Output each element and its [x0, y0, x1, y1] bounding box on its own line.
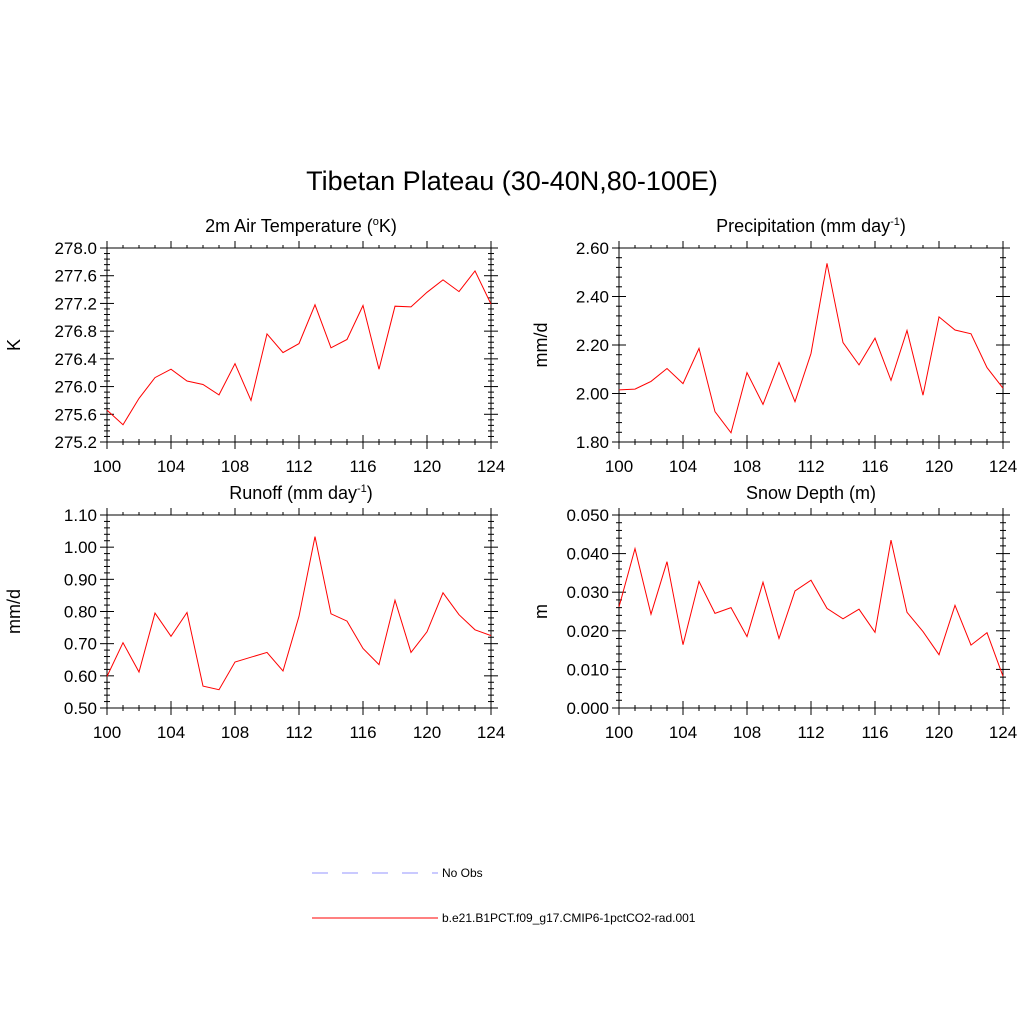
- panel-title-text: Snow Depth (m): [745, 483, 877, 503]
- x-tick-label: 120: [413, 457, 441, 476]
- y-tick-label: 276.0: [54, 378, 97, 397]
- y-tick-label: 0.50: [64, 699, 97, 718]
- x-tick-label: 112: [285, 723, 312, 742]
- panel-0: 100 104 108 112 116 120 124 275.2 275.6 276.0 276.…: [4, 239, 505, 476]
- panel-title-superscript: o: [372, 216, 379, 228]
- x-tick-label: 104: [669, 723, 697, 742]
- series-line: [106, 536, 492, 691]
- y-tick-label: 277.2: [54, 294, 97, 313]
- x-tick-label: 100: [93, 457, 121, 476]
- x-tick-label: 112: [797, 723, 824, 742]
- panel-3: 100 104 108 112 116 120 124 0.000 0.010 0.020 0.03…: [531, 506, 1017, 742]
- y-tick-label: 0.90: [64, 570, 97, 589]
- panel-1: 100 104 108 112 116 120 124 1.80 2.00 2.20 2.40 2.6…: [531, 239, 1017, 476]
- x-tick-label: 124: [477, 723, 505, 742]
- x-tick-label: 100: [93, 723, 121, 742]
- y-axis-label: K: [4, 339, 24, 351]
- x-tick-label: 112: [797, 457, 824, 476]
- x-tick-label: 108: [221, 723, 249, 742]
- x-tick-label: 120: [925, 457, 953, 476]
- y-axis-label: mm/d: [4, 589, 24, 634]
- panel-title-tail: K): [378, 216, 397, 236]
- x-tick-label: 100: [605, 457, 633, 476]
- panel-title-text: Runoff (mm day: [229, 483, 357, 503]
- x-tick-label: 100: [605, 723, 633, 742]
- panel-title-tail: ): [366, 483, 373, 503]
- panel-2: 100 104 108 112 116 120 124 0.50 0.60 0.70 0.80 0.9…: [4, 506, 505, 742]
- y-tick-label: 276.8: [54, 322, 97, 341]
- x-tick-label: 108: [733, 723, 761, 742]
- x-tick-label: 116: [349, 457, 376, 476]
- y-tick-label: 0.60: [64, 667, 97, 686]
- y-tick-label: 0.010: [566, 660, 609, 679]
- panel-title-snow-depth: Snow Depth (m): [617, 483, 1005, 504]
- y-tick-label: 2.60: [576, 239, 609, 258]
- y-tick-label: 1.00: [64, 538, 97, 557]
- legend-label-no-obs: No Obs: [442, 866, 483, 880]
- x-tick-label: 116: [861, 457, 888, 476]
- series-line: [618, 263, 1004, 434]
- x-tick-label: 120: [413, 723, 441, 742]
- y-axis-label: mm/d: [531, 323, 551, 368]
- y-axis-label: m: [531, 604, 551, 619]
- y-tick-label: 2.00: [576, 385, 609, 404]
- x-tick-label: 104: [669, 457, 697, 476]
- series-line: [618, 539, 1004, 677]
- y-tick-label: 0.70: [64, 635, 97, 654]
- panel-title-runoff: Runoff (mm day-1): [107, 483, 495, 504]
- x-tick-label: 112: [285, 457, 312, 476]
- x-tick-label: 104: [157, 723, 185, 742]
- y-tick-label: 275.6: [54, 405, 97, 424]
- y-tick-label: 0.000: [566, 699, 609, 718]
- x-tick-label: 108: [221, 457, 249, 476]
- y-tick-label: 2.40: [576, 288, 609, 307]
- panel-title-text: 2m Air Temperature (: [205, 216, 373, 236]
- x-tick-label: 120: [925, 723, 953, 742]
- y-tick-label: 2.20: [576, 336, 609, 355]
- x-tick-label: 108: [733, 457, 761, 476]
- panel-title-tail: ): [899, 216, 906, 236]
- panel-title-superscript: -1: [890, 216, 900, 228]
- y-tick-label: 0.020: [566, 622, 609, 641]
- x-tick-label: 104: [157, 457, 185, 476]
- y-tick-label: 0.050: [566, 506, 609, 525]
- y-tick-label: 277.6: [54, 267, 97, 286]
- y-tick-label: 276.4: [54, 350, 97, 369]
- x-tick-label: 124: [989, 457, 1017, 476]
- panel-title-temperature: 2m Air Temperature (oK): [107, 216, 495, 237]
- panel-title-precipitation: Precipitation (mm day-1): [617, 216, 1005, 237]
- y-tick-label: 1.80: [576, 433, 609, 452]
- x-tick-label: 124: [477, 457, 505, 476]
- panel-title-text: Precipitation (mm day: [716, 216, 891, 236]
- y-tick-label: 0.80: [64, 603, 97, 622]
- y-tick-label: 0.030: [566, 583, 609, 602]
- y-tick-label: 1.10: [64, 506, 97, 525]
- figure-title: Tibetan Plateau (30-40N,80-100E): [306, 166, 718, 196]
- series-line: [106, 269, 492, 426]
- y-tick-label: 275.2: [54, 433, 97, 452]
- panel-title-superscript: -1: [356, 483, 367, 495]
- y-tick-label: 0.040: [566, 545, 609, 564]
- x-tick-label: 124: [989, 723, 1017, 742]
- x-tick-label: 116: [861, 723, 888, 742]
- legend-label-model: b.e21.B1PCT.f09_g17.CMIP6-1pctCO2-rad.00…: [442, 911, 696, 925]
- y-tick-label: 278.0: [54, 239, 97, 258]
- x-tick-label: 116: [349, 723, 376, 742]
